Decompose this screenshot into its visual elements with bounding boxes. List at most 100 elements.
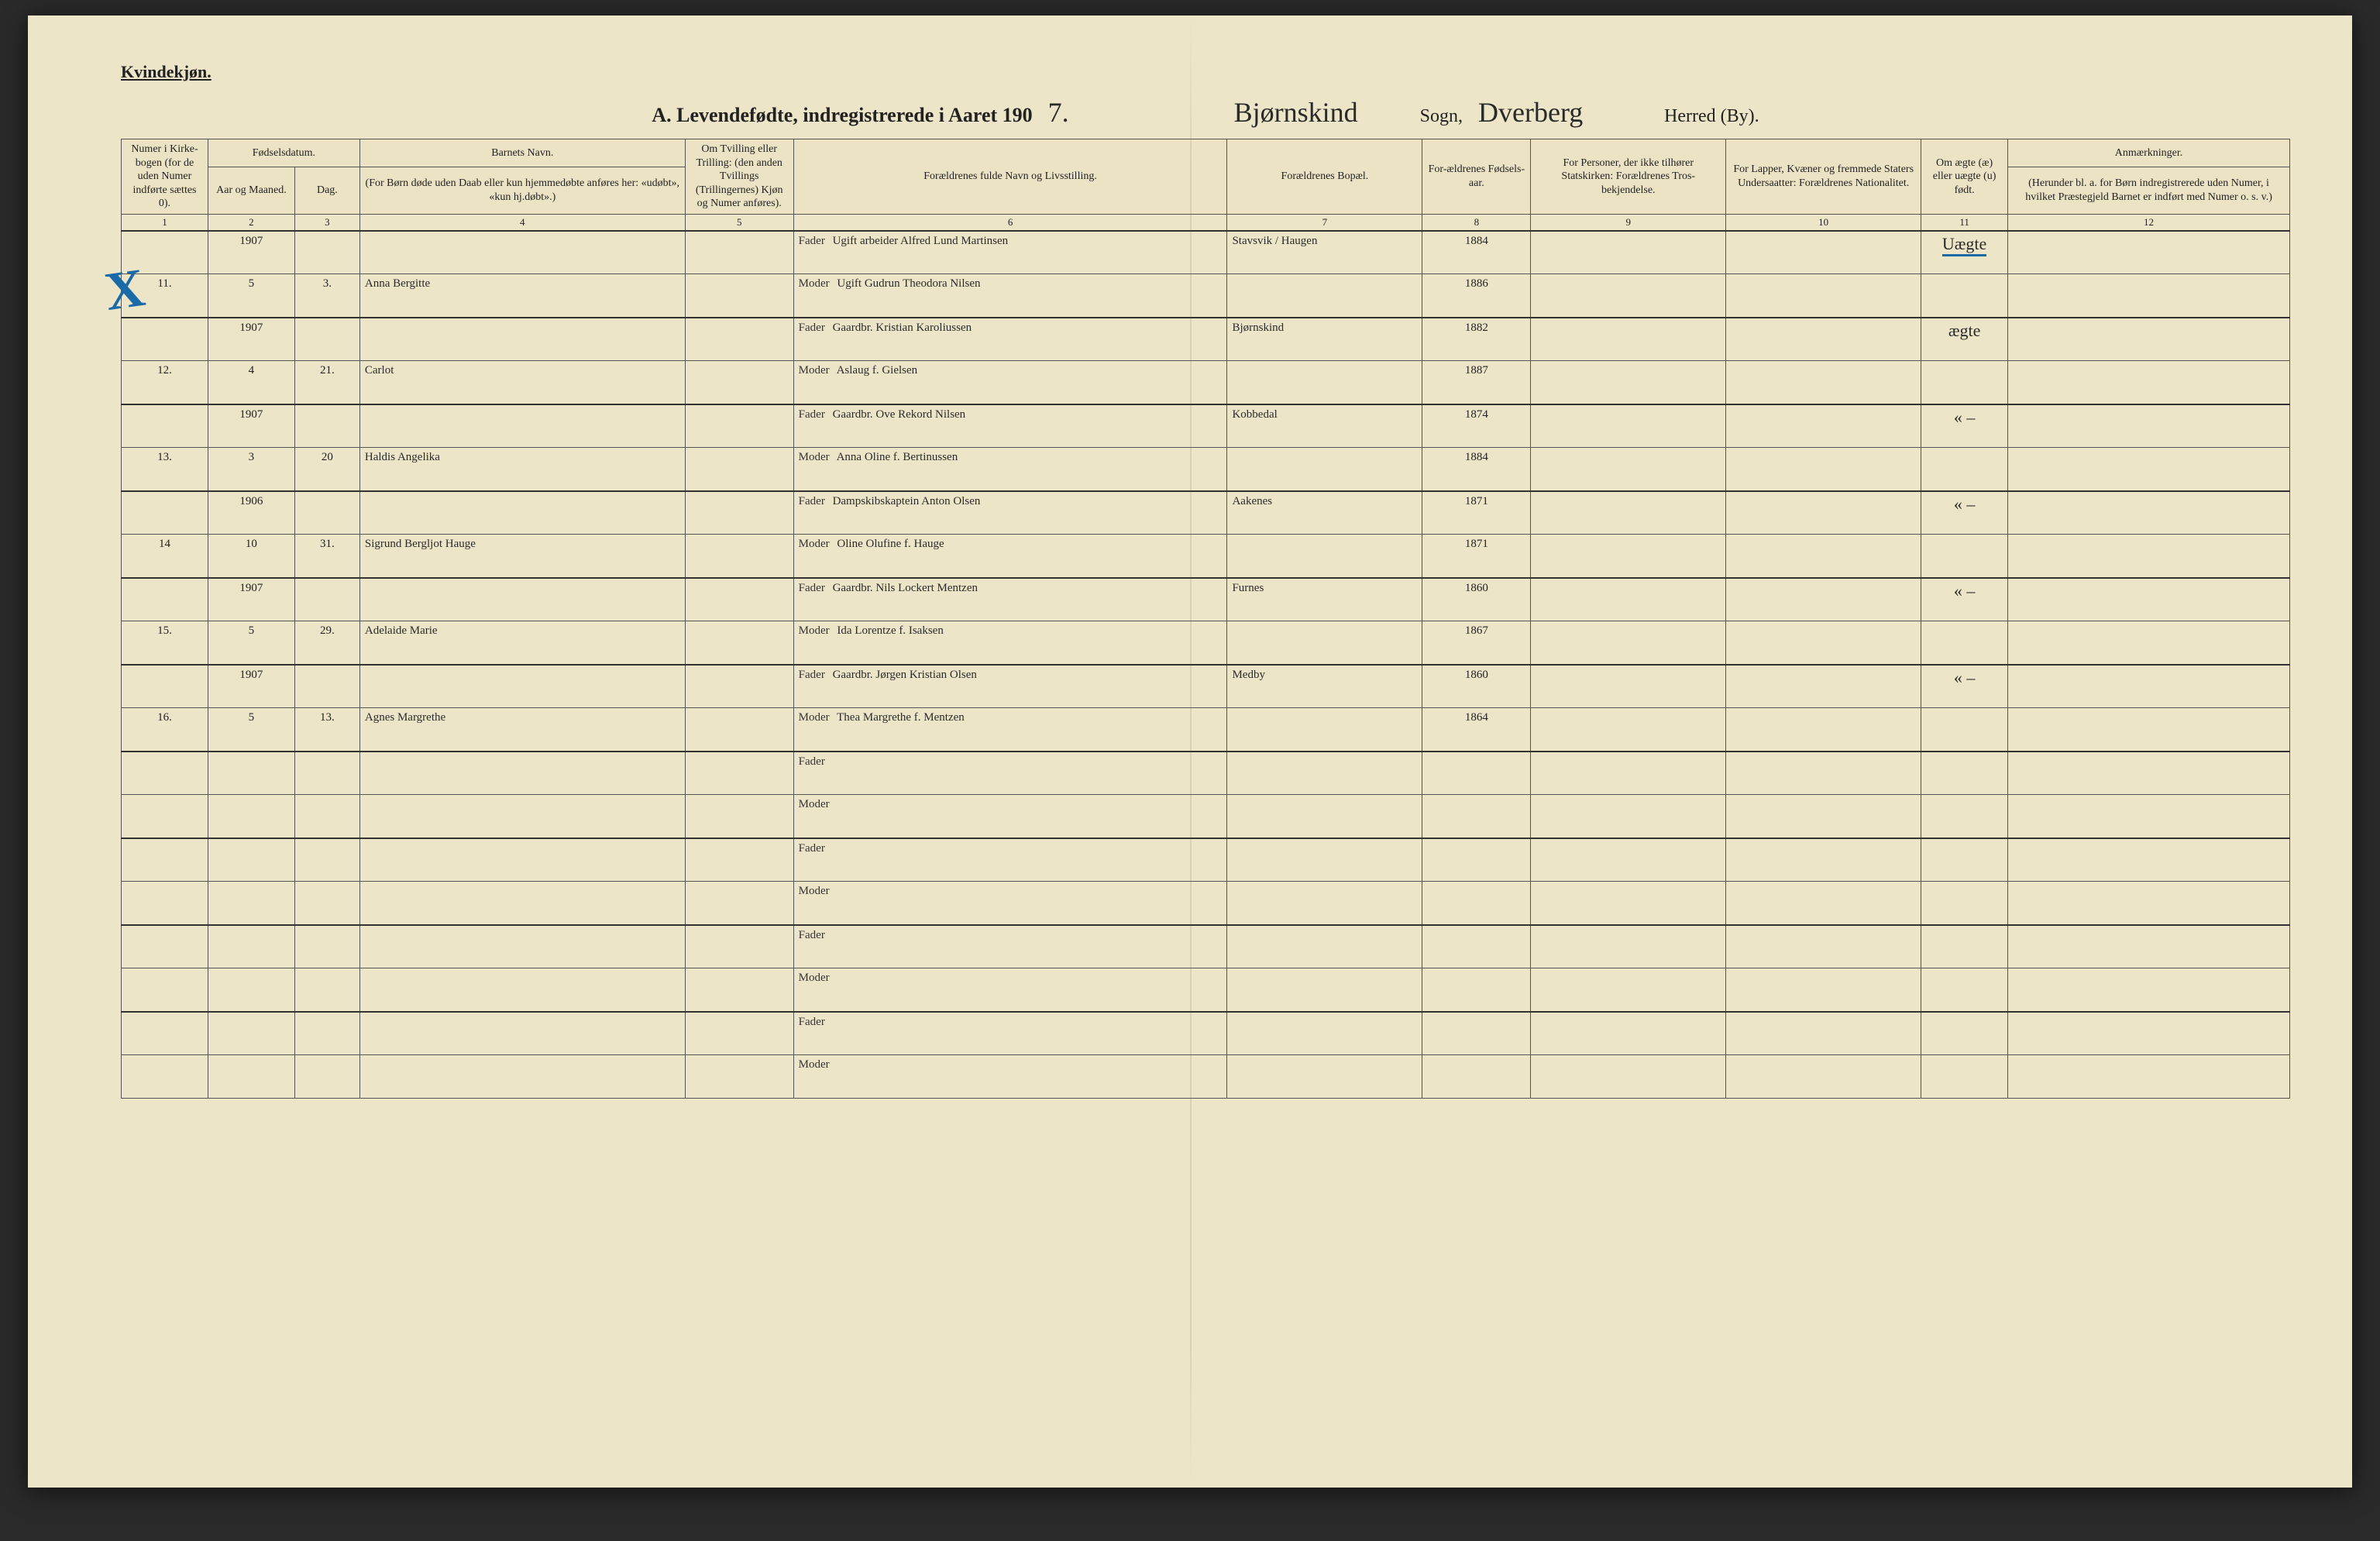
cell-anm [2008,708,2290,752]
sogn-label: Sogn, [1420,106,1463,127]
cell-anm [2008,491,2290,535]
cell-anm [2008,795,2290,838]
cell-nat [1726,491,1921,535]
cell-moder: Moder Thea Margrethe f. Mentzen [793,708,1227,752]
cell-fyear-f: 1874 [1422,404,1531,448]
cell-day [294,1055,359,1099]
hdr-9: For Personer, der ikke tilhører Statskir… [1531,139,1726,215]
cell-tros [1531,404,1726,448]
cell-tros [1531,708,1726,752]
cell-day: 13. [294,708,359,752]
hdr-1: Numer i Kirke-bogen (for de uden Numer i… [122,139,208,215]
cell-num [122,795,208,838]
cell-day: 21. [294,361,359,404]
cell-tros [1531,1055,1726,1099]
cell-name [359,838,685,882]
cell-day: 29. [294,621,359,665]
cell-twin [685,1012,793,1055]
hdr-3: Dag. [294,167,359,214]
cell-fyear-m: 1864 [1422,708,1531,752]
cell-year: 1907 [208,318,294,361]
cell-twin [685,925,793,968]
cell-name [359,925,685,968]
table-row: 14 10 31. Sigrund Bergljot Hauge Moder O… [122,535,2290,578]
cell-num [122,578,208,621]
table-row: 1907 Fader Gaardbr. Ove Rekord Nilsen Ko… [122,404,2290,448]
cell-month: 5 [208,621,294,665]
cell-nat [1726,274,1921,318]
cell-tros [1531,448,1726,491]
cell-tros [1531,665,1726,708]
cell-twin [685,491,793,535]
cell-day [294,968,359,1012]
cell-name [359,404,685,448]
cell-aegte [1921,361,2008,404]
cell-num [122,752,208,795]
cell-anm [2008,274,2290,318]
cell-day [294,404,359,448]
cell-day [294,752,359,795]
cell-fyear-f: 1860 [1422,665,1531,708]
cell-bopael [1227,274,1422,318]
cell-name [359,1055,685,1099]
cell-fader: Fader Gaardbr. Jørgen Kristian Olsen [793,665,1227,708]
cell-fyear [1422,882,1531,925]
table-row: 1906 Fader Dampskibskaptein Anton Olsen … [122,491,2290,535]
cell-bopael: Medby [1227,665,1422,708]
table-row: 15. 5 29. Adelaide Marie Moder Ida Loren… [122,621,2290,665]
cell-fader: Fader Ugift arbeider Alfred Lund Martins… [793,231,1227,274]
cell-fader: Fader Gaardbr. Ove Rekord Nilsen [793,404,1227,448]
herred-label: Herred (By). [1664,106,1759,127]
cell-tros [1531,578,1726,621]
cell-num [122,968,208,1012]
cell-aegte: Uægte [1921,231,2008,274]
table-row: 1907 Fader Gaardbr. Kristian Karoliussen… [122,318,2290,361]
cell-nat [1726,318,1921,361]
hdr-2a: Fødselsdatum. [208,139,359,167]
cell-num [122,925,208,968]
cell-anm [2008,231,2290,274]
cell-twin [685,578,793,621]
hdr-5: Om Tvilling eller Trilling: (den anden T… [685,139,793,215]
cell-nat [1726,578,1921,621]
cell-fyear-f: 1884 [1422,231,1531,274]
table-row: Moder [122,968,2290,1012]
cell-nat [1726,708,1921,752]
cell-twin [685,838,793,882]
cell-day [294,925,359,968]
cell-bopael [1227,448,1422,491]
cell-aegte [1921,838,2008,882]
hdr-12a: Anmærkninger. [2008,139,2290,167]
cell-anm [2008,404,2290,448]
cell-moder: Moder Ugift Gudrun Theodora Nilsen [793,274,1227,318]
cell-fyear-f: 1882 [1422,318,1531,361]
cell-num: 16. [122,708,208,752]
cell-tros [1531,231,1726,274]
cell-day [294,578,359,621]
table-body: 1907 Fader Ugift arbeider Alfred Lund Ma… [122,231,2290,1099]
cell-nat [1726,968,1921,1012]
cell-twin [685,882,793,925]
cell-anm [2008,925,2290,968]
cell-name [359,752,685,795]
cell-month: 5 [208,274,294,318]
cell-day: 3. [294,274,359,318]
cell-parent: Moder [793,968,1227,1012]
cell-fyear [1422,838,1531,882]
cell-tros [1531,882,1726,925]
cell-bopael [1227,838,1422,882]
cell-tros [1531,318,1726,361]
cell-day [294,1012,359,1055]
cell-name: Haldis Angelika [359,448,685,491]
cell-num: 14 [122,535,208,578]
cell-parent: Moder [793,1055,1227,1099]
cell-parent: Fader [793,752,1227,795]
cell-aegte [1921,882,2008,925]
register-page: X Kvindekjøn. A. Levendefødte, indregist… [28,15,2352,1488]
cell-num: 11. [122,274,208,318]
cell-fader: Fader Gaardbr. Kristian Karoliussen [793,318,1227,361]
cell-anm [2008,318,2290,361]
cell-aegte [1921,535,2008,578]
cell-name [359,578,685,621]
cell-twin [685,708,793,752]
